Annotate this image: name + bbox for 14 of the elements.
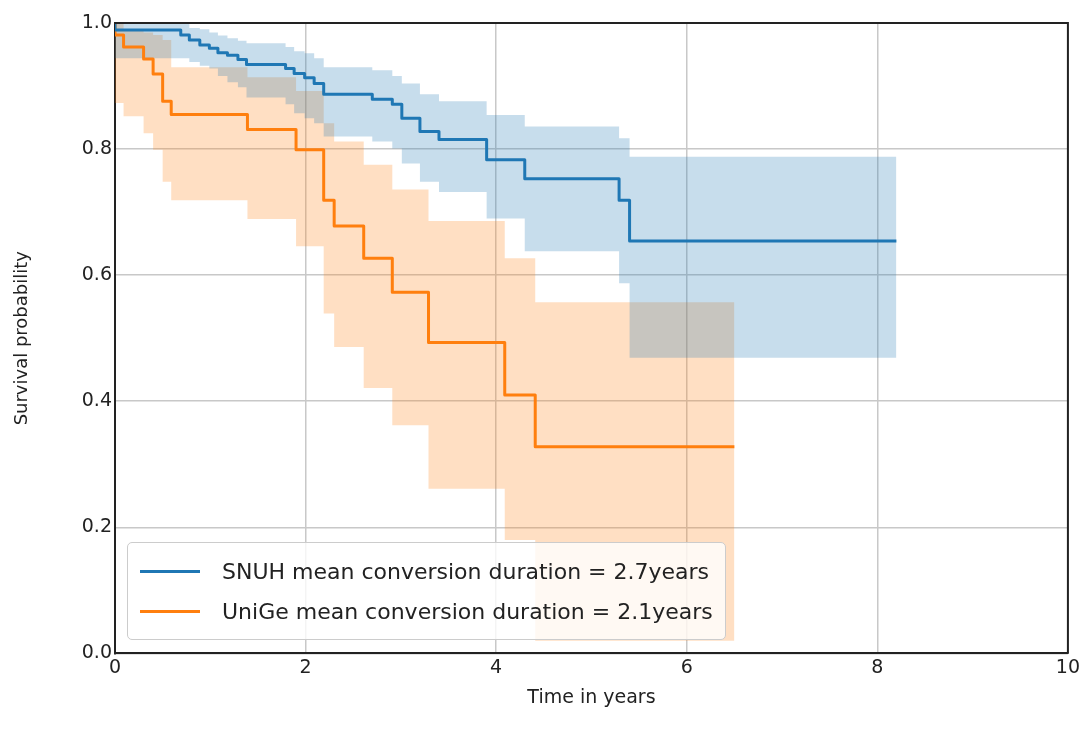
x-tick-label: 4 xyxy=(490,654,503,677)
y-axis-title: Survival probability xyxy=(10,250,32,426)
y-tick-label: 0.8 xyxy=(81,136,112,159)
legend-label: UniGe mean conversion duration = 2.1years xyxy=(222,598,713,624)
x-tick-label: 8 xyxy=(871,654,884,677)
y-tick-label: 0.2 xyxy=(81,514,112,537)
y-tick-label: 0.4 xyxy=(81,388,112,411)
x-axis-title: Time in years xyxy=(526,684,656,707)
legend-label: SNUH mean conversion duration = 2.7years xyxy=(222,558,710,584)
y-tick-label: 0.6 xyxy=(81,262,112,285)
y-tick-label: 1.0 xyxy=(81,9,112,32)
x-tick-label: 10 xyxy=(1055,654,1081,677)
x-tick-label: 6 xyxy=(680,654,693,677)
x-tick-label: 2 xyxy=(299,654,312,677)
